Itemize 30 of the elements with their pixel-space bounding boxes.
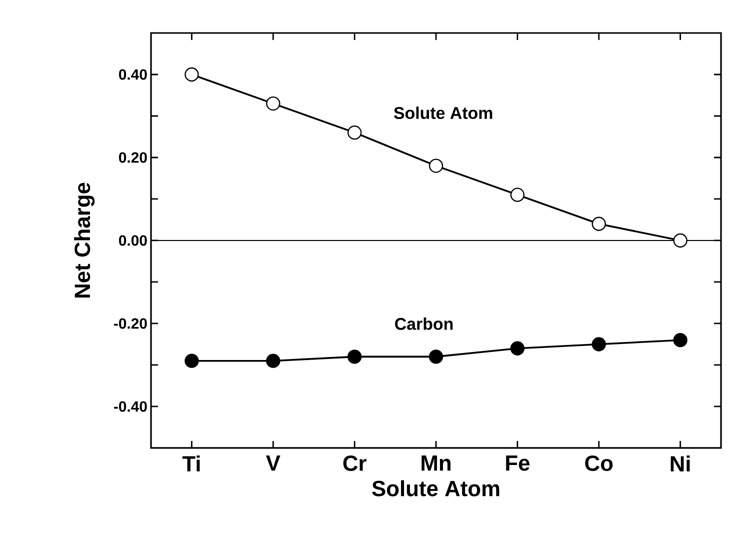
point [510,341,525,356]
point [673,233,688,248]
point [592,216,606,231]
x-tick-label: Fe [506,456,530,471]
y-tick-label: 0.00 [118,235,147,246]
point [428,350,444,364]
y-tick-label: -0.40 [114,401,147,412]
x-axis-title: Solute Atom [372,480,500,496]
y-tick-label: -0.20 [114,318,147,329]
series-label: Carbon [395,317,453,330]
point [510,188,525,202]
y-tick-label: 0.40 [118,69,147,80]
y-axis-title: Net Charge [74,182,95,298]
point [347,125,362,140]
y-tick-label: 0.20 [118,152,147,163]
x-tick-label: Cr [343,455,366,472]
point [347,350,362,364]
point [428,158,444,173]
point [184,354,199,368]
series-label: Solute Atom [394,106,492,120]
x-tick-label: Co [585,455,613,472]
x-tick-label: V [266,456,280,471]
point [266,354,280,368]
point [266,96,280,111]
point [673,332,688,348]
x-tick-label: Ti [182,455,200,472]
point [592,337,606,352]
x-tick-label: Ni [670,455,690,472]
x-tick-label: Mn [422,456,450,471]
point [184,67,199,82]
